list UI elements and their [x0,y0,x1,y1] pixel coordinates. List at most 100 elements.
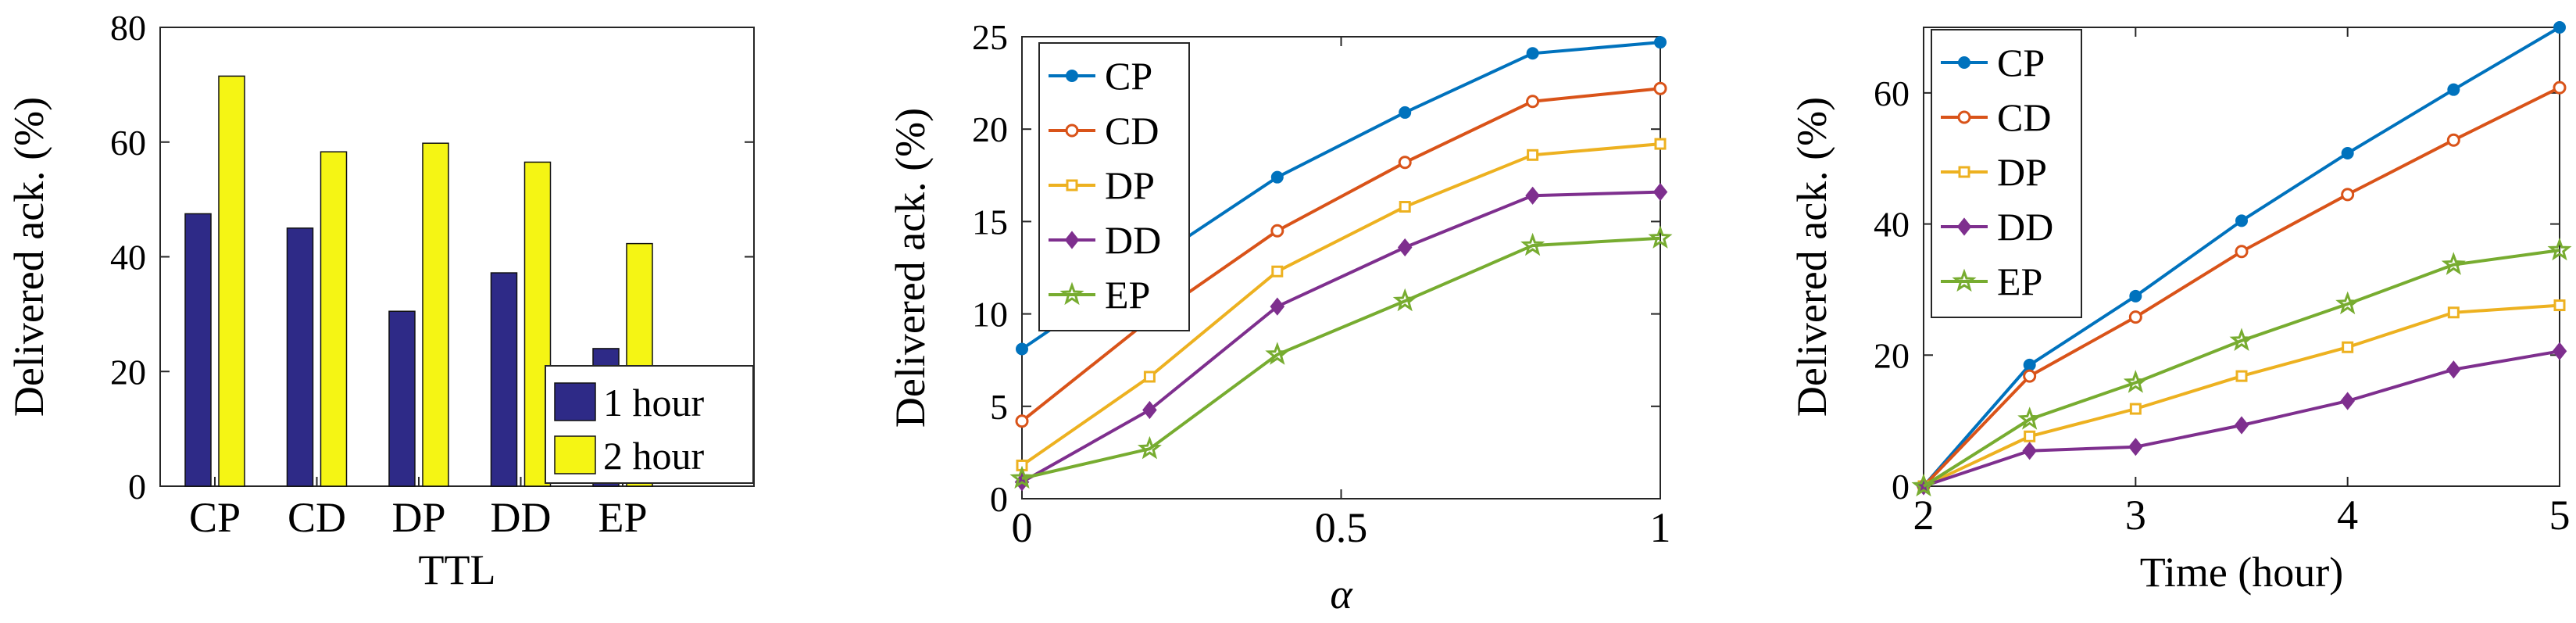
y-tick-label: 40 [110,238,146,277]
data-point-marker [1009,465,1034,489]
data-point-marker [1399,200,1411,213]
series-dd [1916,342,2567,496]
bar [218,75,245,487]
data-point-marker [1526,95,1540,109]
y-axis-label: Delivered ack. (%) [5,97,52,417]
legend-label: DP [1105,163,1155,207]
series-cp [1917,21,2566,492]
y-tick-label: 0 [128,467,146,507]
data-point-marker [1137,435,1162,460]
x-tick-label: 1 [1650,504,1671,551]
series-line [1922,249,2560,488]
data-point-marker [2341,188,2355,202]
data-point-marker [2128,438,2143,457]
data-point-marker [1059,281,1084,306]
data-point-marker [2235,245,2249,259]
data-point-marker [1520,232,1545,256]
data-point-marker [1065,124,1079,138]
legend-box [1931,29,2082,318]
y-tick-label: 20 [972,109,1008,149]
y-tick-label: 20 [110,352,146,392]
data-point-marker [1265,342,1290,365]
y-tick-label: 60 [1874,73,1910,113]
data-point-marker [2024,430,2036,442]
y-tick-label: 5 [990,387,1008,427]
data-point-marker [1066,179,1078,192]
x-tick-label: DD [491,494,552,541]
legend-label: DD [1997,205,2053,249]
data-point-marker [2023,369,2037,383]
y-axis-label: Delivered ack. (%) [887,108,934,428]
data-point-marker [1911,473,1936,497]
series-line [1020,87,1661,423]
data-point-marker [1398,156,1412,170]
series-line [1021,236,1661,480]
y-tick-label: 40 [1874,205,1910,245]
legend: CP CD DP DD EP [1931,29,2082,318]
data-point-marker [1653,81,1667,95]
legend-swatch [554,435,596,474]
axes-frame [1923,27,2560,487]
data-point-marker [2446,133,2460,147]
data-point-marker [2235,370,2248,382]
data-point-marker [1016,342,1028,356]
data-point-marker [1958,56,1970,69]
legend-label: CP [1105,54,1152,98]
data-point-marker [2547,237,2572,261]
y-tick-label: 20 [1874,335,1910,375]
data-point-marker [1143,371,1156,383]
bar [184,213,212,487]
data-point-marker [2446,360,2461,379]
data-point-marker [1654,36,1667,49]
x-tick-label: CP [189,494,241,541]
series-ep [1009,225,1673,489]
x-tick-label: 5 [2549,492,2571,539]
data-point-marker [1648,225,1673,249]
data-point-marker [2335,291,2360,315]
x-tick-label: CD [288,494,346,541]
data-point-marker [1270,224,1284,238]
chart-time-line: 2 3 4 5 0 20 40 60 Delivered ack. (%) Time (hour)… [1788,21,2572,596]
data-point-marker [2447,306,2460,319]
data-point-marker [1397,238,1413,257]
legend-label: EP [1105,273,1150,317]
legend-label: EP [1997,260,2042,303]
x-tick-label: EP [598,494,647,541]
x-tick-label: 2 [1913,492,1935,539]
x-tick-label: 0.5 [1315,504,1368,551]
data-point-marker [2128,310,2142,324]
data-point-marker [2129,403,2142,415]
y-tick-label: 25 [972,17,1008,57]
y-axis-label: Delivered ack. (%) [1788,97,1835,417]
series-dp [1917,299,2566,492]
bar [286,227,314,487]
chart-ttl-bar: CP CD DP DD EP 0 20 40 60 80 Delivered ack. (%) TTL… [5,8,755,593]
legend: CP CD DP DD EP [1038,42,1190,331]
legend-label: CP [1997,41,2045,84]
data-point-marker [1652,182,1668,202]
data-point-marker [2552,342,2567,360]
data-point-marker [1270,297,1285,316]
data-point-marker [1525,186,1540,205]
data-point-marker [1066,70,1078,82]
data-point-marker [2553,21,2566,34]
legend: 1 hour 2 hour [545,365,754,484]
data-point-marker [1956,217,1972,236]
bar [422,142,449,487]
legend-swatch [554,382,596,421]
bar [388,310,416,487]
data-point-marker [2123,370,2148,393]
y-tick-label: 60 [110,123,146,163]
legend-label: 2 hour [603,434,705,478]
data-point-marker [1271,265,1284,277]
bar [320,151,348,487]
data-point-marker [2235,214,2248,227]
data-point-marker [1952,268,1977,292]
data-point-marker [2340,392,2355,410]
y-tick-label: 80 [110,8,146,48]
series-line [1020,142,1661,467]
series-ep [1911,237,2572,497]
data-point-marker [2229,328,2254,351]
